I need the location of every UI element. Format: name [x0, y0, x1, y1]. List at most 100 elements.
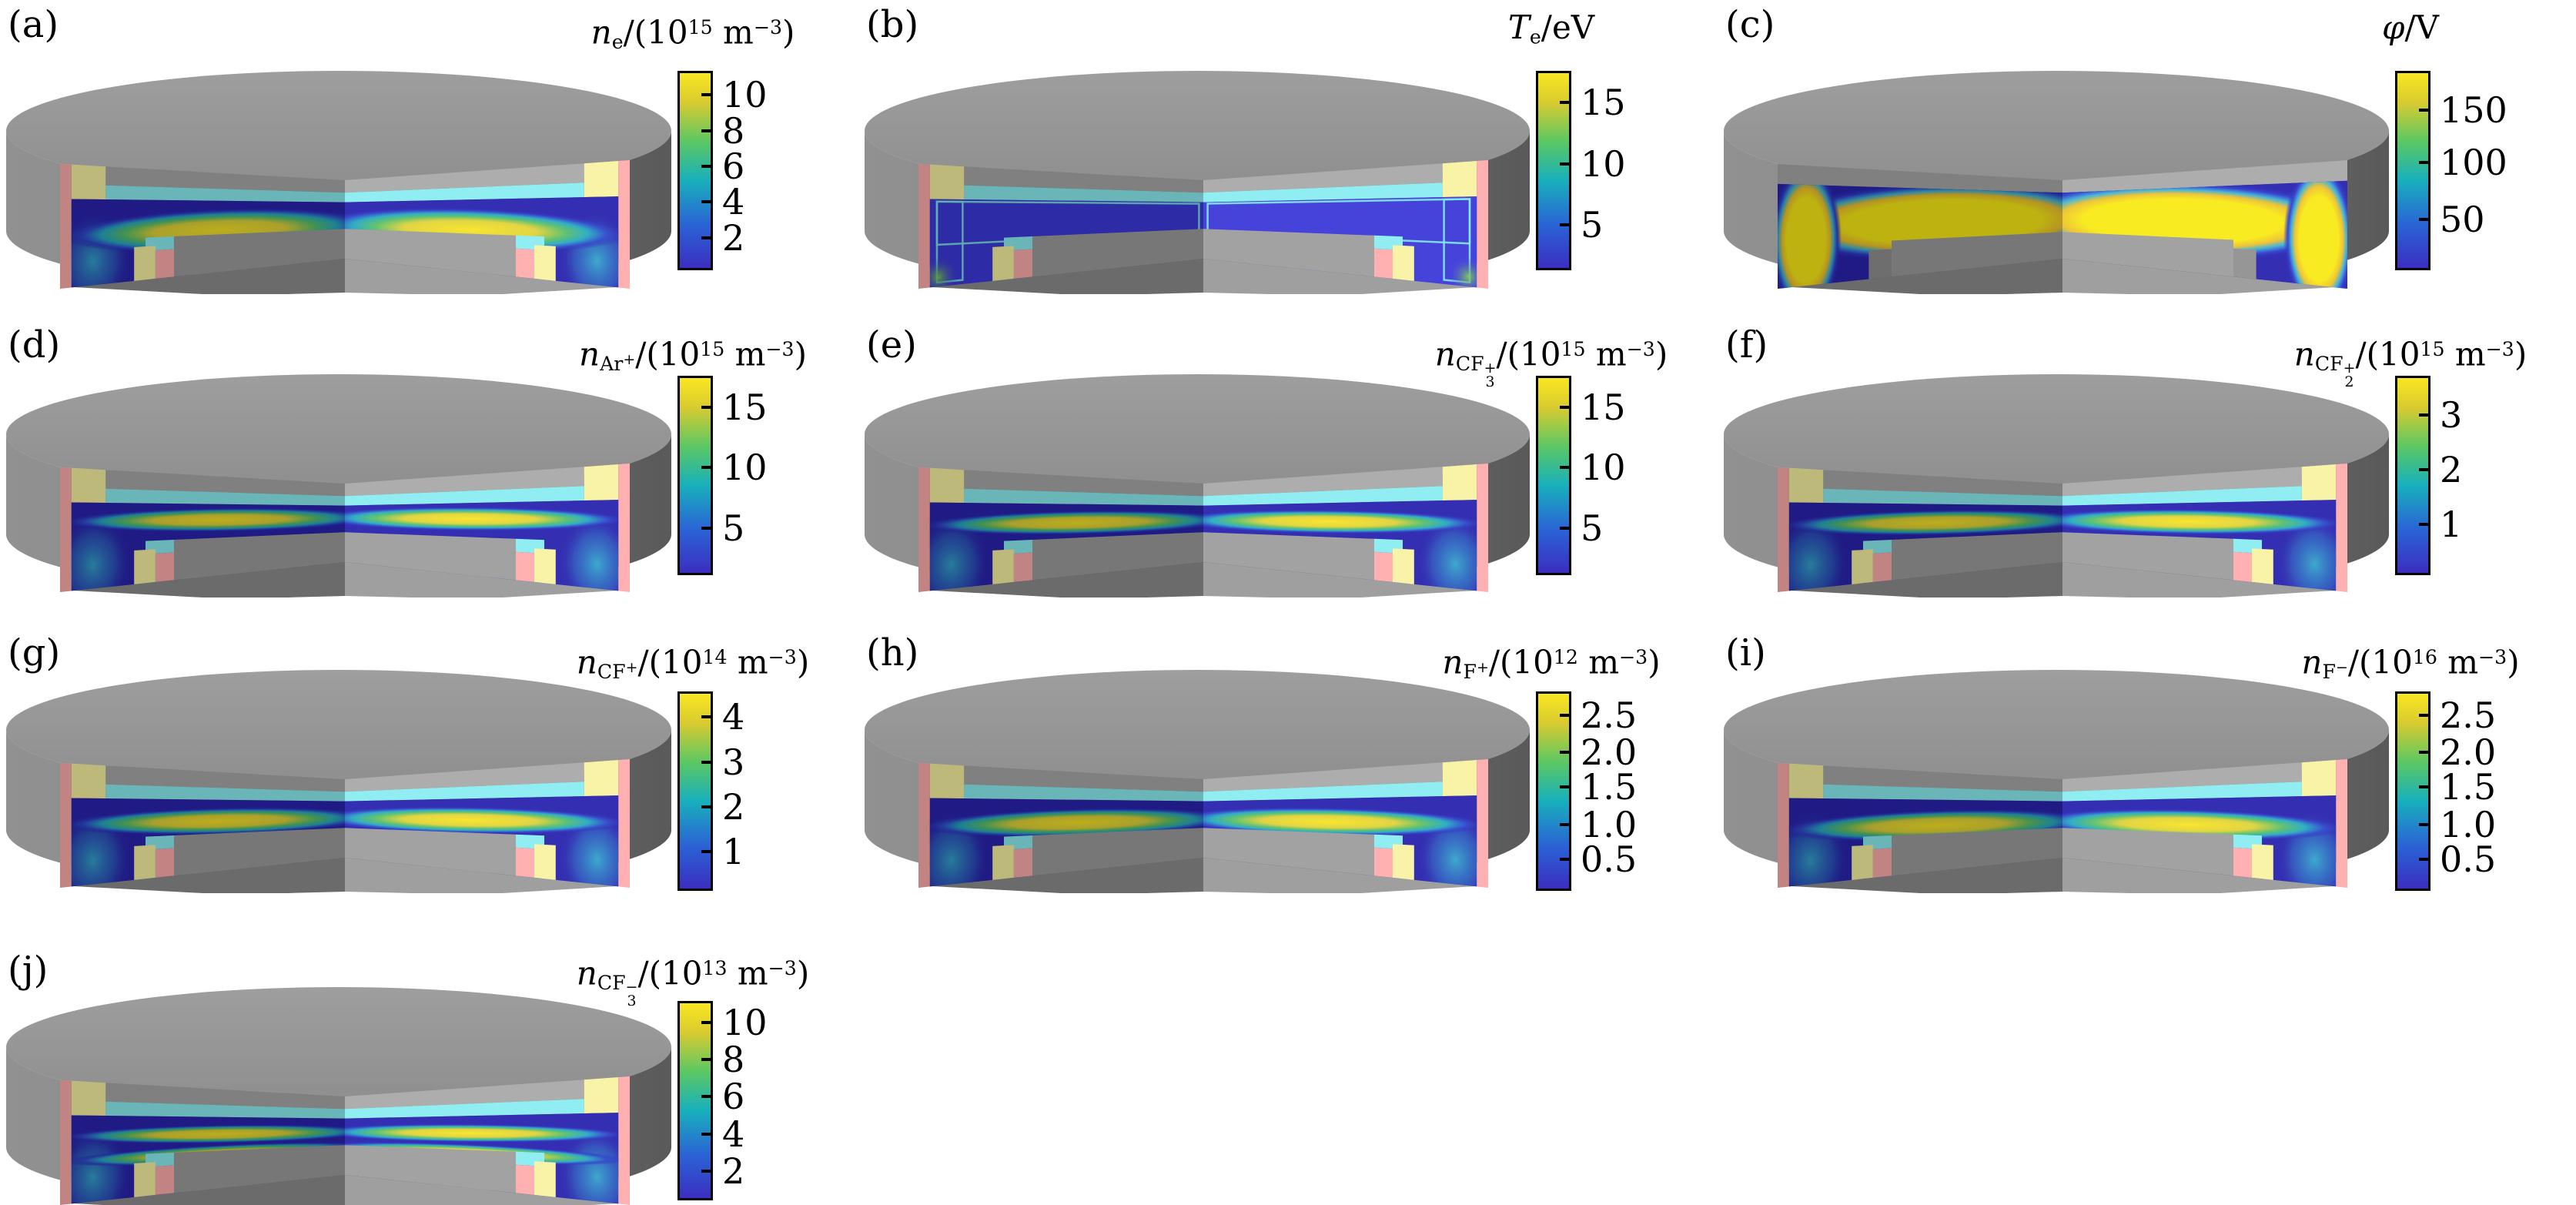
wedge-floor-left: [918, 856, 1203, 893]
cutaway-cylinder-plot: [865, 374, 1530, 597]
subplot-panel: (d) nAr+/(1015 m−3) 15 10 5: [0, 291, 858, 597]
wedge-floor-left: [60, 856, 345, 893]
cut-face-right: [345, 464, 630, 592]
panel-label: (i): [1725, 631, 1766, 674]
colorbar-tick-label: 2.0: [2440, 731, 2497, 773]
cylinder-top-face: [1724, 670, 2389, 790]
panel-label: (j): [8, 949, 49, 992]
colorbar-tick: [2419, 713, 2430, 717]
subplot-panel: (h) nF+/(1012 m−3) 2.5 2.0 1.5 1.0 0.5: [858, 584, 1717, 893]
colorbar-tick: [701, 1169, 712, 1173]
colorbar-tick-label: 1.0: [2440, 803, 2497, 845]
cut-face-right: [1203, 759, 1488, 888]
cut-face-left: [918, 467, 1203, 592]
colorbar-tick-label: 10: [722, 73, 768, 115]
colorbar-tick: [2419, 858, 2430, 862]
cutaway-cylinder-plot: [865, 71, 1530, 294]
colorbar-tick-label: 2.0: [1581, 731, 1638, 773]
colorbar-tick: [701, 805, 712, 808]
colorbar-title: nF−/(1016 m−3): [2301, 643, 2520, 683]
colorbar-tick-label: 0.5: [1581, 838, 1638, 881]
cut-face-left: [60, 467, 346, 592]
colorbar-tick-label: 1.0: [1581, 803, 1638, 845]
wedge-floor-right: [2062, 856, 2347, 893]
cut-face-right: [345, 759, 630, 888]
colorbar-tick: [701, 199, 712, 203]
cutaway-cylinder-plot: [6, 670, 671, 893]
colorbar-tick: [2419, 522, 2430, 526]
colorbar-tick: [701, 1095, 712, 1099]
cut-face-right: [345, 160, 630, 289]
colorbar-tick-label: 5: [1581, 204, 1604, 246]
wedge-floor-left: [1778, 257, 2062, 294]
subplot-panel: (b) Te/eV 15 10 5: [858, 0, 1717, 294]
cut-face-right: [2062, 160, 2347, 289]
colorbar: 2.5 2.0 1.5 1.0 0.5: [2395, 691, 2496, 891]
colorbar-tick-label: 100: [2440, 142, 2507, 184]
colorbar-tick: [701, 1132, 712, 1136]
colorbar-tick: [701, 405, 712, 409]
colorbar-tick-label: 4: [722, 1113, 745, 1155]
colorbar-tick-label: 5: [722, 507, 745, 549]
cylinder-top-face: [6, 374, 671, 494]
colorbar-tick: [701, 165, 712, 169]
colorbar-tick: [701, 129, 712, 132]
cut-face-right: [345, 1076, 630, 1205]
cylinder-top-face: [865, 71, 1530, 191]
colorbar-tick: [1560, 822, 1571, 826]
colorbar-tick-label: 50: [2440, 198, 2485, 240]
cylinder-top-face: [1724, 71, 2389, 191]
panel-label: (e): [866, 323, 917, 367]
wedge-floor-right: [1203, 257, 1488, 294]
wedge-floor-right: [1203, 561, 1488, 597]
colorbar: 10 8 6 4 2: [677, 1001, 768, 1200]
colorbar-tick-label: 1: [722, 830, 745, 872]
colorbar-gradient: [2397, 73, 2428, 268]
colorbar-title: nCF −3/(1013 m−3): [576, 954, 810, 1009]
colorbar: 15 10 5: [677, 376, 768, 575]
colorbar-tick: [2419, 413, 2430, 417]
panel-label: (f): [1725, 323, 1768, 367]
colorbar-tick: [701, 715, 712, 719]
colorbar-tick-label: 4: [722, 180, 745, 223]
subplot-panel: (a) ne/(1015 m−3) 10 8 6 4 2: [0, 0, 858, 294]
subplot-panel: (f) nCF +2/(1015 m−3) 3 2 1: [1718, 291, 2576, 597]
colorbar-tick-label: 2: [2440, 448, 2463, 490]
cut-face-left: [1778, 164, 2062, 289]
cutaway-cylinder-plot: [1724, 374, 2389, 597]
wedge-floor-right: [345, 561, 630, 597]
colorbar-title: nAr+/(1015 m−3): [579, 335, 807, 375]
cylinder-top-face: [6, 71, 671, 191]
subplot-panel: (i) nF−/(1016 m−3) 2.5 2.0 1.5 1.0 0.5: [1718, 584, 2576, 893]
colorbar-tick: [1560, 466, 1571, 470]
cylinder-top-face: [6, 670, 671, 790]
colorbar-tick-label: 4: [722, 696, 745, 738]
colorbar-tick-label: 2.5: [2440, 694, 2497, 736]
colorbar-tick: [1560, 858, 1571, 862]
colorbar-title: nCF+/(1014 m−3): [576, 643, 810, 683]
colorbar-tick: [1560, 750, 1571, 754]
colorbar-tick-label: 10: [1581, 142, 1626, 185]
colorbar-tick-label: 6: [722, 1076, 745, 1118]
colorbar-tick-label: 10: [722, 1002, 768, 1044]
colorbar-tick: [2419, 785, 2430, 789]
colorbar-tick-label: 1.5: [1581, 766, 1638, 808]
colorbar-tick: [701, 466, 712, 470]
colorbar-tick-label: 2: [722, 1150, 745, 1192]
colorbar-tick-label: 10: [722, 447, 768, 489]
cut-face-right: [1203, 160, 1488, 289]
cut-face-left: [1778, 467, 2062, 592]
colorbar-tick: [701, 760, 712, 764]
colorbar-tick: [701, 1021, 712, 1025]
colorbar-gradient: [2397, 378, 2428, 573]
wedge-floor-right: [345, 856, 630, 893]
cut-face-left: [918, 164, 1203, 289]
wedge-floor-left: [918, 561, 1203, 597]
colorbar-tick: [2419, 750, 2430, 754]
cutaway-cylinder-plot: [1724, 71, 2389, 294]
panel-label: (h): [866, 631, 919, 674]
colorbar-title: nCF +3/(1015 m−3): [1434, 335, 1668, 390]
colorbar-tick: [2419, 161, 2430, 165]
panel-label: (d): [8, 323, 61, 367]
